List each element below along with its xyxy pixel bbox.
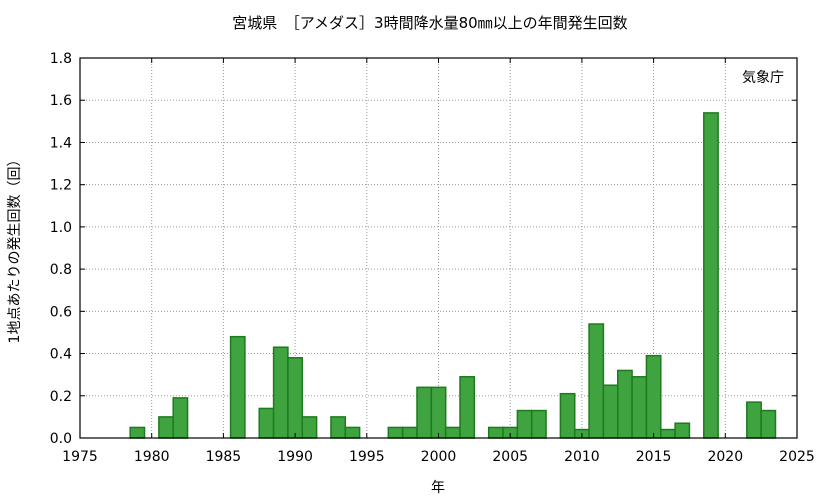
x-tick-label: 2010 (564, 449, 600, 465)
bar-2012 (602, 384, 619, 439)
x-axis-ticks: 1975 1980 1985 1990 1995 2000 2005 2010 2015 2020… (62, 58, 815, 465)
x-axis-label: 年 (431, 480, 445, 496)
bar-2004 (487, 426, 504, 439)
bar-2017 (674, 422, 691, 439)
x-tick-label: 1990 (277, 449, 313, 465)
bar-1982 (172, 397, 189, 439)
bar-2016 (660, 428, 676, 439)
y-tick-label: 1.6 (50, 93, 72, 109)
bar-2006 (516, 409, 533, 439)
bar-2002 (459, 376, 476, 439)
bar-2009 (559, 392, 576, 439)
x-tick-label: 2005 (492, 449, 528, 465)
bar-2022 (746, 401, 762, 439)
bar-series (129, 112, 777, 439)
y-tick-label: 0.4 (50, 347, 72, 363)
bar-1988 (258, 407, 275, 439)
bar-1981 (158, 416, 174, 439)
bar-2019 (703, 112, 719, 439)
y-tick-label: 1.4 (50, 135, 72, 151)
x-tick-label: 2000 (421, 449, 457, 465)
bar-2015 (645, 354, 662, 439)
y-axis-ticks: 0.0 0.2 0.4 0.6 0.8 1.0 1.2 1.4 1.6 1.8 (50, 51, 797, 447)
x-tick-label: 1985 (206, 449, 242, 465)
bar-1994 (344, 426, 361, 439)
y-tick-label: 0.8 (50, 262, 72, 278)
y-tick-label: 0.6 (50, 304, 72, 320)
bar-1986 (229, 335, 246, 439)
x-tick-label: 2015 (636, 449, 672, 465)
bar-1998 (401, 426, 418, 439)
bar-1997 (387, 426, 404, 439)
chart-title: 宮城県 ［アメダス］3時間降水量80㎜以上の年間発生回数 (232, 14, 627, 32)
bar-1990 (287, 357, 304, 439)
bar-2000 (430, 386, 447, 439)
y-tick-label: 0.0 (50, 431, 72, 447)
bar-1991 (301, 416, 318, 439)
y-tick-label: 1.8 (50, 51, 72, 67)
x-tick-label: 1980 (134, 449, 170, 465)
bar-1989 (272, 346, 289, 439)
chart-annotation: 気象庁 (742, 70, 784, 86)
y-tick-label: 0.2 (50, 389, 72, 405)
x-tick-label: 2025 (779, 449, 815, 465)
y-tick-label: 1.0 (50, 220, 72, 236)
x-tick-label: 2020 (707, 449, 743, 465)
x-tick-label: 1995 (349, 449, 385, 465)
bar-1993 (330, 416, 347, 439)
bar-1999 (416, 386, 433, 439)
y-axis-label: 1地点あたりの発生回数（回） (7, 153, 23, 344)
x-tick-label: 1975 (62, 449, 98, 465)
bar-2023 (760, 409, 777, 439)
bar-2007 (530, 409, 547, 439)
bar-2014 (631, 376, 648, 439)
grid-lines (80, 58, 797, 438)
bar-1979 (129, 426, 146, 439)
bar-2013 (617, 369, 633, 439)
bar-2011 (588, 323, 605, 439)
y-tick-label: 1.2 (50, 178, 72, 194)
bar-2001 (444, 426, 461, 439)
